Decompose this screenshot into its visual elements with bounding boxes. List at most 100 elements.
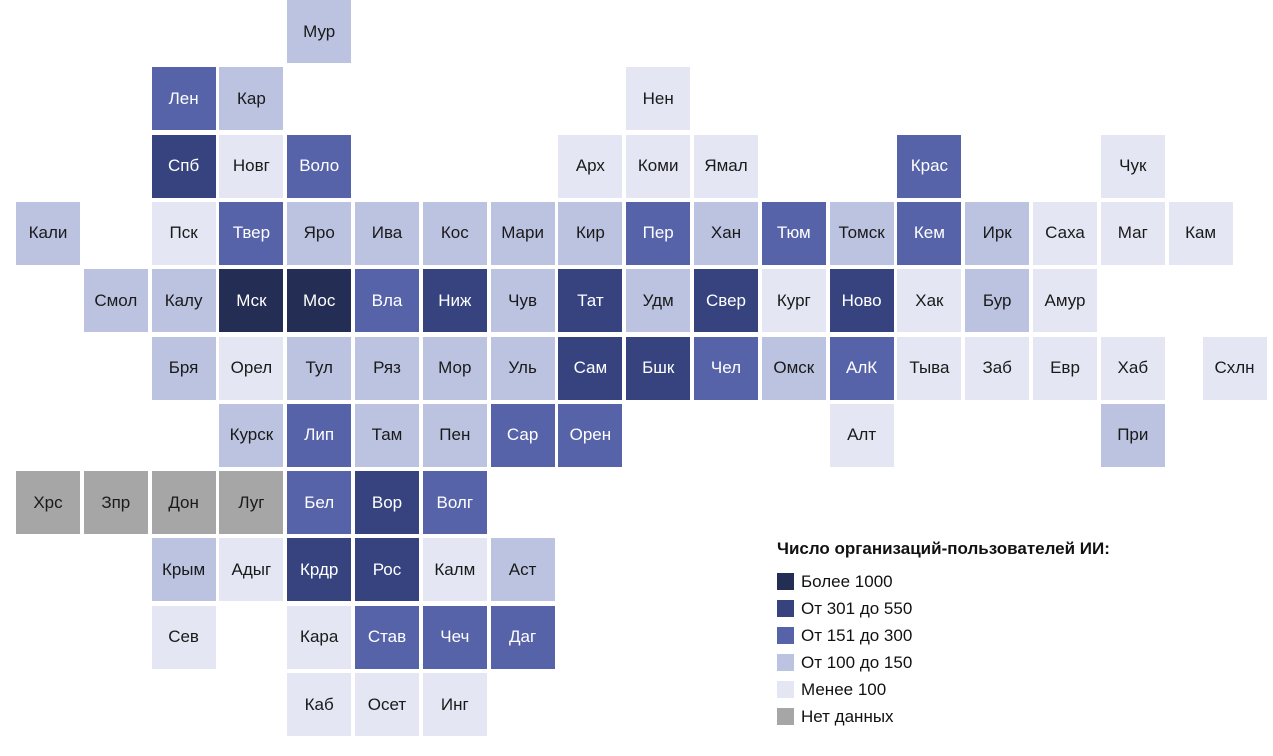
region-tile: Мос (287, 269, 352, 333)
region-tile: Чеч (422, 605, 487, 669)
region-tile: Мор (422, 336, 487, 400)
region-tile: Дон (151, 471, 216, 535)
region-tile: Кар (219, 67, 284, 131)
legend-item-c2: От 100 до 150 (777, 649, 1110, 676)
region-tile: Чук (1100, 134, 1165, 198)
region-tile: Сар (490, 403, 555, 467)
region-tile: Каб (287, 673, 352, 736)
region-tile: Алт (829, 403, 894, 467)
region-tile: Спб (151, 134, 216, 198)
region-tile: Томск (829, 201, 894, 265)
region-tile: Лип (287, 403, 352, 467)
region-tile: Инг (422, 673, 487, 736)
region-tile: Ново (829, 269, 894, 333)
region-tile: Евр (1033, 336, 1097, 400)
region-tile: Тат (558, 269, 623, 333)
region-tile: Нен (626, 67, 691, 131)
legend-item-c4: От 301 до 550 (777, 595, 1110, 622)
region-tile: Адыг (219, 538, 284, 602)
region-tile: Волг (422, 471, 487, 535)
region-tile: Вла (355, 269, 419, 333)
region-tile: Бел (287, 471, 352, 535)
region-tile: Ива (355, 201, 419, 265)
region-tile: Там (355, 403, 419, 467)
legend: Число организаций-пользователей ИИ: Боле… (777, 539, 1110, 730)
region-tile: Пен (422, 403, 487, 467)
region-tile: Ирк (965, 201, 1030, 265)
region-tile: АлК (829, 336, 894, 400)
region-tile: Тюм (761, 201, 826, 265)
region-tile: Новг (219, 134, 284, 198)
legend-label: От 151 до 300 (801, 625, 913, 645)
region-tile: Хаб (1100, 336, 1165, 400)
region-tile: Яро (287, 201, 352, 265)
legend-label: Нет данных (801, 706, 894, 726)
region-tile: Вор (355, 471, 419, 535)
region-tile: Крдр (287, 538, 352, 602)
region-tile: Зпр (83, 471, 148, 535)
region-tile: Коми (626, 134, 691, 198)
legend-item-nd: Нет данных (777, 703, 1110, 730)
legend-swatch (777, 654, 794, 671)
region-tile: Кам (1168, 201, 1233, 265)
region-tile: Рос (355, 538, 419, 602)
legend-label: Менее 100 (801, 679, 887, 699)
legend-item-c1: Менее 100 (777, 676, 1110, 703)
region-tile: Тул (287, 336, 352, 400)
region-tile: Чел (694, 336, 758, 400)
region-tile: Бур (965, 269, 1030, 333)
region-tile: Аст (490, 538, 555, 602)
region-tile: Хак (897, 269, 962, 333)
region-tile: Уль (490, 336, 555, 400)
region-tile: Ряз (355, 336, 419, 400)
region-tile: Калм (422, 538, 487, 602)
region-tile: Кург (761, 269, 826, 333)
region-tile: Курск (219, 403, 284, 467)
legend-swatch (777, 600, 794, 617)
region-tile: Сам (558, 336, 623, 400)
region-tile: Бря (151, 336, 216, 400)
legend-label: Более 1000 (801, 571, 893, 591)
region-tile: Орен (558, 403, 623, 467)
legend-swatch (777, 627, 794, 644)
region-tile: Бшк (626, 336, 691, 400)
region-tile: Пск (151, 201, 216, 265)
region-tile: Твер (219, 201, 284, 265)
region-tile: Чув (490, 269, 555, 333)
region-tile: Даг (490, 605, 555, 669)
region-tile: При (1100, 403, 1165, 467)
region-tile: Крас (897, 134, 962, 198)
region-tile: Став (355, 605, 419, 669)
region-tile: Свер (694, 269, 758, 333)
region-tile: Мур (287, 0, 352, 63)
region-tile: Схлн (1202, 336, 1267, 400)
region-tile: Мари (490, 201, 555, 265)
region-tile: Хрс (16, 471, 80, 535)
region-tile: Тыва (897, 336, 962, 400)
region-tile: Ямал (694, 134, 758, 198)
region-tile: Арх (558, 134, 623, 198)
region-tile: Кара (287, 605, 352, 669)
region-tile: Сев (151, 605, 216, 669)
region-tile: Крым (151, 538, 216, 602)
legend-item-c5: Более 1000 (777, 568, 1110, 595)
region-tile: Луг (219, 471, 284, 535)
region-tile: Кали (16, 201, 80, 265)
region-tile: Пер (626, 201, 691, 265)
region-tile: Кир (558, 201, 623, 265)
region-tile: Омск (761, 336, 826, 400)
region-tile: Саха (1033, 201, 1097, 265)
region-tile: Орел (219, 336, 284, 400)
region-tile: Смол (83, 269, 148, 333)
legend-label: От 301 до 550 (801, 598, 913, 618)
legend-items: Более 1000 От 301 до 550 От 151 до 300 О… (777, 568, 1110, 730)
region-tile: Кос (422, 201, 487, 265)
region-tile: Хан (694, 201, 758, 265)
region-tile: Мск (219, 269, 284, 333)
region-tile: Осет (355, 673, 419, 736)
region-tile: Удм (626, 269, 691, 333)
region-tile: Кем (897, 201, 962, 265)
region-tile: Калу (151, 269, 216, 333)
region-tile: Заб (965, 336, 1030, 400)
